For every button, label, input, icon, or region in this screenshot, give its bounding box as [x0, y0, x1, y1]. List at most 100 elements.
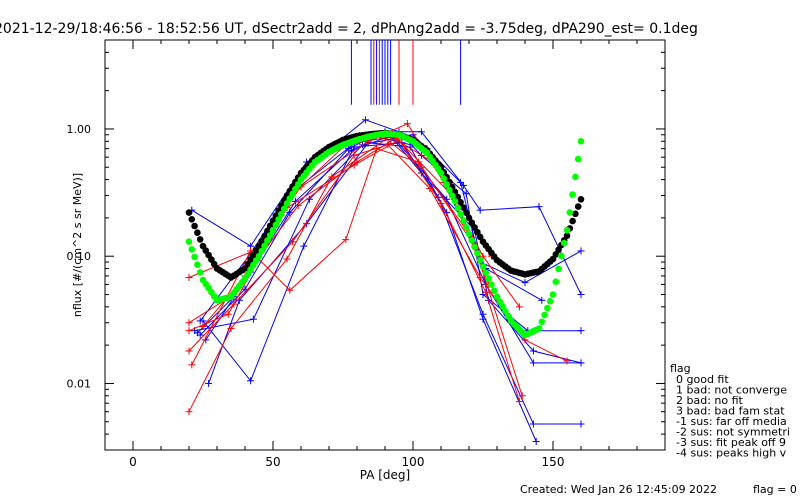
- x-tick-label: 50: [265, 455, 280, 469]
- series-point-marker: [577, 247, 585, 255]
- fit-curve-dot: [188, 216, 196, 223]
- fit-curve-dot: [294, 181, 302, 188]
- fit-curve-dot: [563, 232, 571, 239]
- y-tick-label: 0.10: [67, 250, 92, 263]
- legend-entry: 0 good fit: [676, 373, 729, 386]
- fit-curve-dot: [572, 173, 579, 181]
- data-series: [196, 116, 585, 335]
- legend-title: flag: [670, 362, 691, 375]
- flag-status: flag = 0: [753, 483, 797, 496]
- series-point-marker: [328, 173, 336, 181]
- fit-curve-dot: [460, 204, 467, 211]
- fit-curve-dot: [448, 192, 456, 199]
- series-point-marker: [227, 325, 235, 333]
- fit-curve-dot: [272, 221, 280, 229]
- fit-curve-dot: [194, 261, 201, 269]
- series-point-marker: [196, 331, 204, 339]
- series-point-marker: [457, 178, 465, 186]
- series-point-marker: [476, 274, 484, 282]
- fit-curve-dot: [502, 308, 509, 315]
- series-line: [191, 148, 476, 366]
- fit-curve-dot: [191, 253, 198, 261]
- series-point-marker: [479, 315, 487, 323]
- series-point-marker: [437, 199, 445, 207]
- fit-curve-dot: [264, 237, 271, 244]
- x-tick-label: 100: [402, 455, 425, 469]
- series-point-marker: [482, 288, 490, 296]
- series-point-marker: [521, 279, 529, 287]
- series-point-marker: [577, 291, 585, 299]
- fit-curve-dot: [457, 211, 464, 218]
- fit-curve-dot: [289, 190, 296, 198]
- fit-curve-dot: [577, 196, 585, 203]
- series-point-marker: [515, 303, 523, 311]
- series-point-marker: [535, 203, 543, 211]
- fit-curve: [185, 130, 585, 339]
- fit-curve-dot: [468, 237, 476, 244]
- fit-curve-dot: [278, 210, 285, 218]
- fit-curve-dot: [552, 278, 560, 286]
- series-point-marker: [577, 327, 585, 335]
- fit-curve-dot: [476, 256, 484, 264]
- fit-curve-dot: [555, 265, 562, 273]
- fit-curve-dot: [479, 263, 487, 270]
- legend-entry: -4 sus: peaks high v: [676, 447, 787, 460]
- series-point-marker: [515, 398, 523, 406]
- fit-curve-dot: [577, 138, 585, 145]
- fit-curve-dot: [569, 191, 576, 198]
- series-point-marker: [529, 347, 537, 355]
- series-point-marker: [353, 158, 361, 166]
- x-tick-label: 0: [129, 455, 137, 469]
- fit-curve-dot: [496, 298, 504, 305]
- series-line: [202, 137, 490, 327]
- series-point-marker: [289, 238, 297, 246]
- legend-entry: 2 bad: no fit: [676, 394, 744, 407]
- fit-curve-dot: [454, 204, 462, 212]
- fit-curve-dot: [258, 237, 266, 245]
- series-line: [188, 139, 520, 402]
- series-point-marker: [345, 145, 353, 153]
- series-line: [199, 119, 581, 332]
- fit-curves-layer: [185, 129, 585, 339]
- created-timestamp: Created: Wed Jan 26 12:45:09 2022: [520, 483, 717, 496]
- fit-curve-dot: [258, 247, 266, 255]
- fit-curve-dot: [437, 169, 445, 177]
- series-point-marker: [529, 359, 537, 367]
- fit-curve-dot: [558, 252, 565, 260]
- fit-curve-dot: [255, 242, 263, 250]
- fit-curve-dot: [451, 198, 459, 205]
- series-point-marker: [538, 296, 546, 304]
- y-tick-label: 1.00: [67, 123, 92, 136]
- fit-curve-dot: [460, 217, 467, 225]
- series-point-marker: [247, 377, 255, 385]
- fit-curve-dot: [490, 287, 498, 295]
- fit-curve-dot: [544, 304, 551, 312]
- chart-title: 2021-12-29/18:46:56 - 18:52:56 UT, dSect…: [0, 21, 698, 37]
- series-point-marker: [532, 437, 540, 445]
- fit-curve-dot: [546, 298, 554, 305]
- legend-entry: -3 sus: fit peak off 9: [676, 436, 786, 449]
- series-point-marker: [283, 255, 291, 263]
- fit-curve-dot: [191, 222, 198, 230]
- fit-curve-dot: [569, 217, 576, 225]
- series-point-marker: [249, 315, 257, 323]
- fit-curve-dot: [493, 293, 501, 301]
- fit-curve-dot: [185, 238, 193, 245]
- fit-curve-dot: [283, 200, 291, 207]
- fit-curve-dot: [196, 269, 204, 276]
- series-point-marker: [577, 420, 585, 428]
- series-line: [202, 142, 581, 425]
- fit-curve-dot: [185, 209, 193, 216]
- x-tick-label: 150: [542, 455, 565, 469]
- fit-curve-dot: [474, 250, 481, 257]
- vertical-peak-markers: [350, 40, 462, 105]
- series-point-marker: [342, 236, 350, 244]
- fit-curve-dot: [443, 181, 450, 188]
- fit-curve-dot: [465, 230, 473, 238]
- fit-curve-dot: [194, 229, 201, 236]
- series-point-marker: [224, 310, 232, 318]
- fit-curve-dot: [440, 175, 448, 182]
- data-series: [185, 141, 571, 365]
- fit-curve-dot: [541, 311, 548, 319]
- series-point-marker: [294, 202, 302, 210]
